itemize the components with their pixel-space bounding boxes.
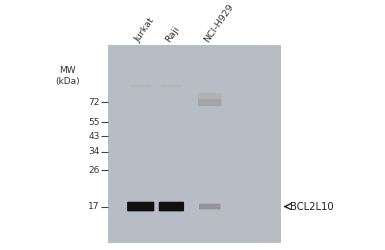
Bar xyxy=(108,45,281,243)
Text: BCL2L10: BCL2L10 xyxy=(290,202,334,211)
Text: Jurkat: Jurkat xyxy=(133,16,157,44)
FancyBboxPatch shape xyxy=(127,202,154,211)
Text: 34: 34 xyxy=(88,147,100,156)
Text: 55: 55 xyxy=(88,118,100,126)
Text: 17: 17 xyxy=(88,202,100,211)
Text: NCI-H929: NCI-H929 xyxy=(203,2,236,44)
Text: Raji: Raji xyxy=(164,25,181,44)
Text: 43: 43 xyxy=(88,132,100,141)
Text: 26: 26 xyxy=(88,166,100,175)
FancyBboxPatch shape xyxy=(159,202,184,211)
FancyBboxPatch shape xyxy=(161,84,182,87)
Text: 72: 72 xyxy=(88,98,100,107)
FancyBboxPatch shape xyxy=(199,204,221,210)
Text: MW
(kDa): MW (kDa) xyxy=(55,66,80,86)
FancyBboxPatch shape xyxy=(198,99,221,106)
FancyBboxPatch shape xyxy=(130,84,151,87)
FancyBboxPatch shape xyxy=(198,93,221,98)
